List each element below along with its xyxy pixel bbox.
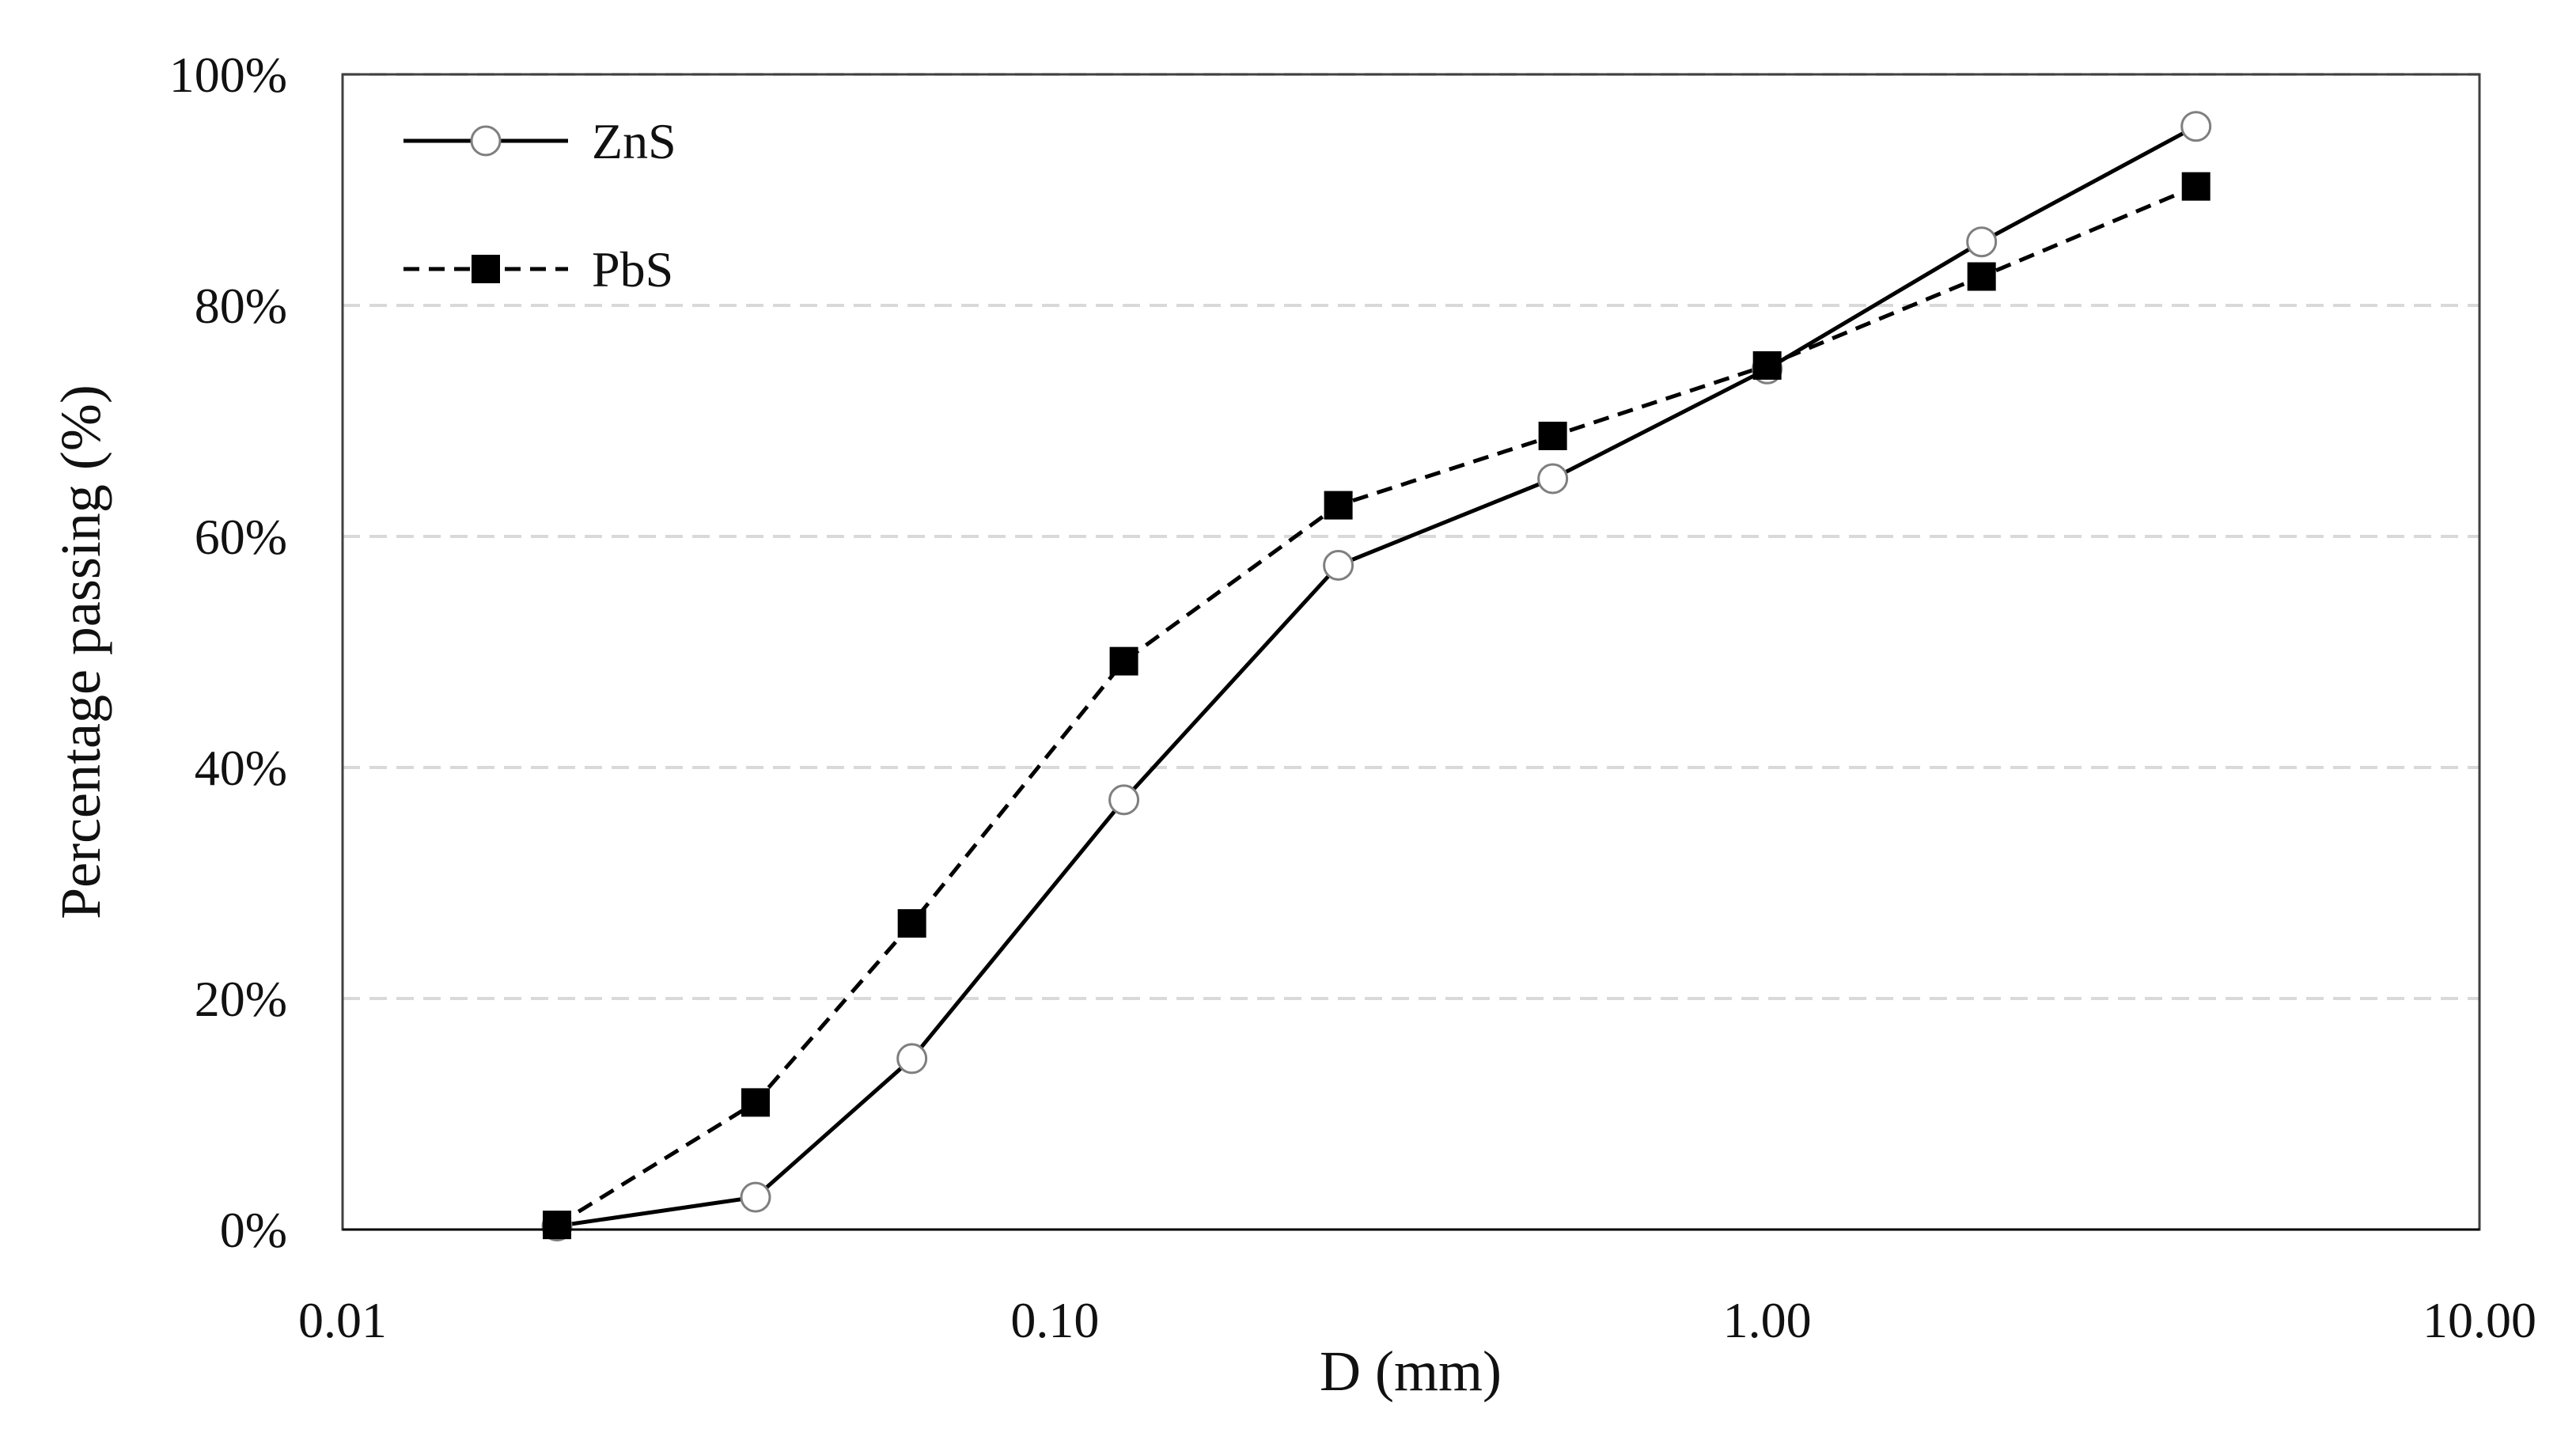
y-tick-label: 80%	[195, 278, 287, 334]
x-tick-label: 0.10	[1010, 1292, 1099, 1348]
data-point-zns	[896, 1043, 928, 1074]
data-point-zns	[740, 1181, 771, 1213]
data-point-pbs	[2181, 172, 2210, 201]
data-point-zns	[1966, 226, 1998, 258]
data-point-pbs	[1967, 262, 1996, 291]
y-tick-label: 60%	[195, 509, 287, 565]
data-point-zns	[2180, 111, 2212, 142]
x-tick-label: 10.00	[2423, 1292, 2536, 1348]
data-point-pbs	[1752, 351, 1782, 380]
legend-marker-zns	[470, 125, 502, 157]
series-line-pbs	[555, 184, 2197, 1227]
series-layer	[541, 111, 2212, 1242]
legend: ZnS PbS	[403, 113, 676, 297]
x-tick-label: 0.01	[298, 1292, 387, 1348]
data-point-zns	[1537, 463, 1569, 495]
x-axis-title: D (mm)	[1320, 1340, 1502, 1403]
data-point-pbs	[1324, 491, 1353, 520]
data-point-pbs	[741, 1088, 770, 1117]
legend-label-zns: ZnS	[592, 113, 676, 169]
data-point-zns	[1323, 550, 1354, 581]
y-tick-label: 40%	[195, 740, 287, 796]
y-axis-title: Percentage passing (%)	[49, 385, 112, 919]
data-point-pbs	[897, 909, 926, 938]
y-tick-label: 0%	[220, 1202, 287, 1258]
y-tick-label: 100%	[169, 47, 287, 103]
data-point-zns	[1108, 784, 1140, 816]
data-point-pbs	[1538, 421, 1567, 450]
y-tick-label: 20%	[195, 971, 287, 1027]
data-point-pbs	[543, 1211, 572, 1240]
legend-marker-pbs	[472, 255, 500, 283]
legend-label-pbs: PbS	[592, 241, 673, 297]
data-point-pbs	[1109, 646, 1138, 676]
ticks-layer: 0% 20% 40% 60% 80% 100% 0.01 0.10 1.00 10.00	[169, 47, 2536, 1348]
x-tick-label: 1.00	[1723, 1292, 1812, 1348]
